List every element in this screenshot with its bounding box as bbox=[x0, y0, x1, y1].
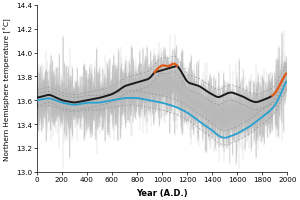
X-axis label: Year (A.D.): Year (A.D.) bbox=[136, 188, 188, 197]
Y-axis label: Northern Hemisphere temperature [°C]: Northern Hemisphere temperature [°C] bbox=[4, 18, 11, 160]
